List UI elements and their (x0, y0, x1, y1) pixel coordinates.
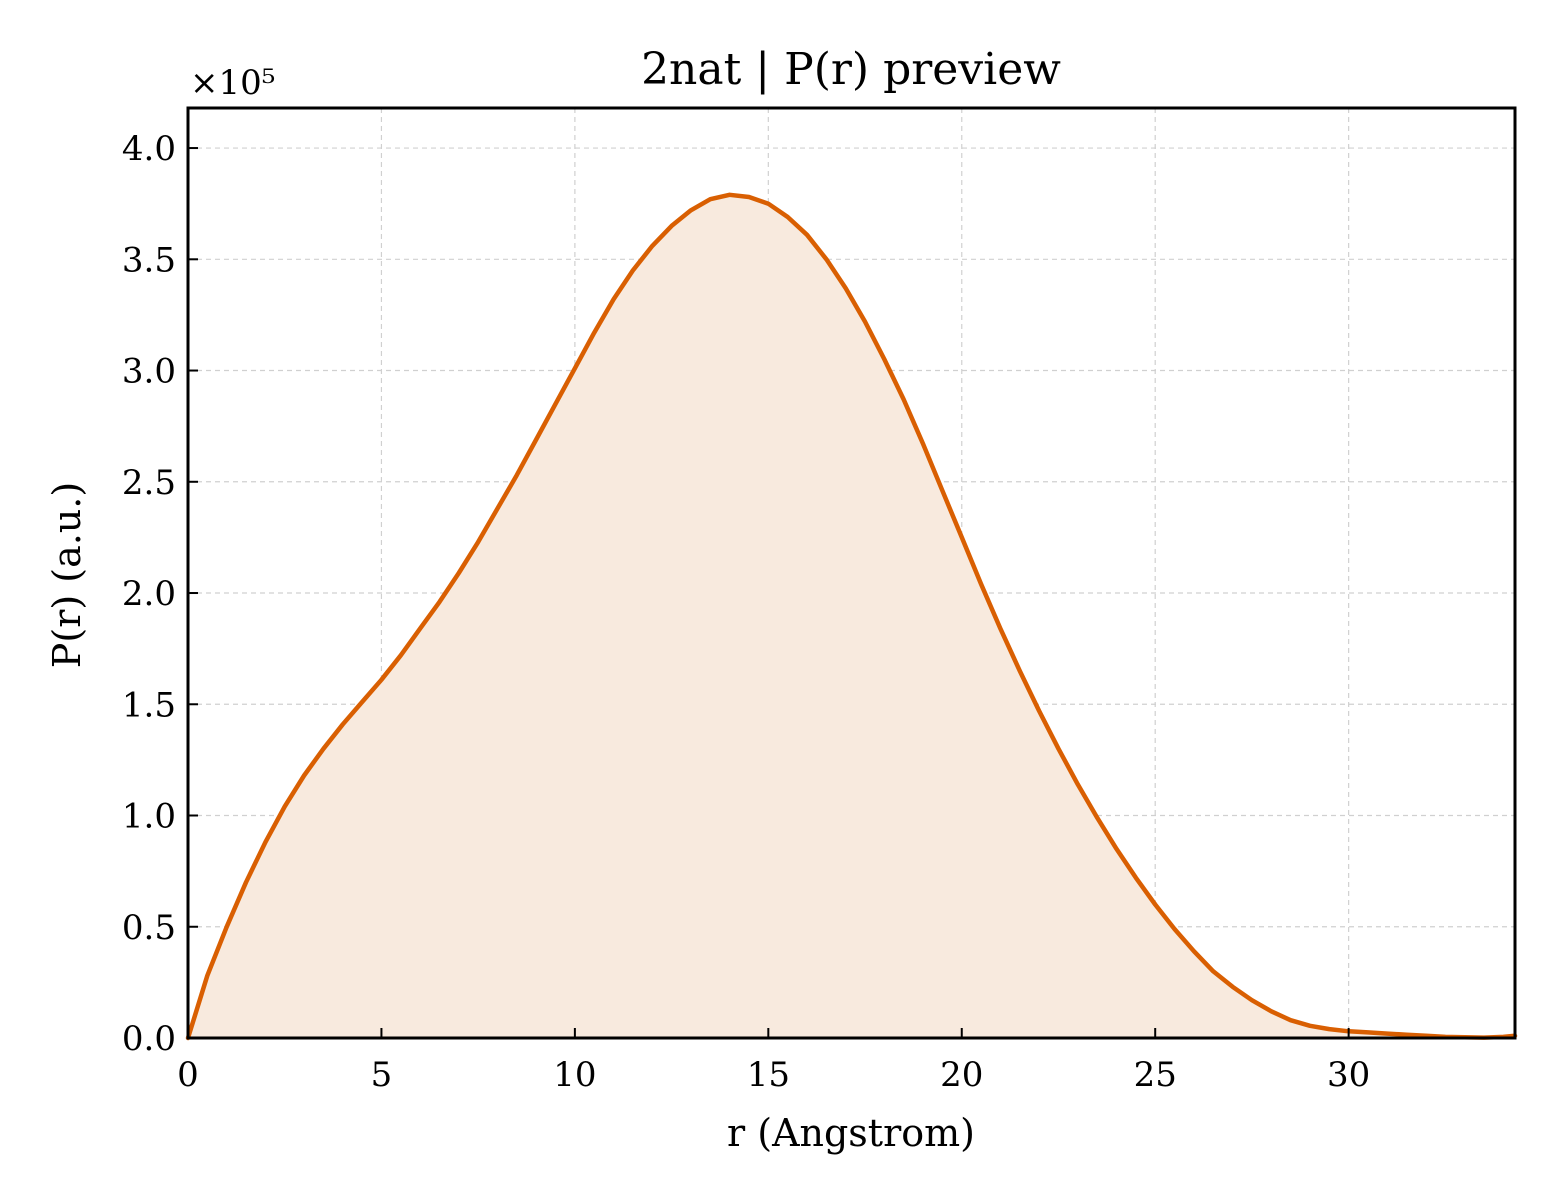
chart-title: 2nat | P(r) preview (641, 44, 1061, 95)
x-axis-label: r (Angstrom) (727, 1111, 975, 1155)
series-area-fill (188, 194, 1515, 1039)
y-tick-label: 3.5 (122, 240, 176, 280)
y-tick-label: 4.0 (122, 129, 176, 169)
y-axis-label: P(r) (a.u.) (45, 482, 89, 668)
x-tick-label: 5 (371, 1055, 393, 1095)
x-tick-label: 10 (553, 1055, 596, 1095)
y-tick-label: 2.5 (122, 463, 176, 503)
x-axis-ticks: 0 5 10 15 20 25 30 (177, 1028, 1370, 1095)
x-tick-label: 20 (940, 1055, 983, 1095)
series-line (185, 192, 1518, 1041)
y-tick-label: 0.5 (122, 908, 176, 948)
plot-frame (186, 106, 1517, 1040)
x-tick-label: 0 (177, 1055, 199, 1095)
y-axis-ticks: 0.0 0.5 1.0 1.5 2.0 2.5 3.0 3.5 4.0 (122, 129, 198, 1059)
x-tick-label: 15 (747, 1055, 790, 1095)
y-tick-label: 1.5 (122, 685, 176, 725)
x-tick-label: 30 (1327, 1055, 1370, 1095)
x-tick-label: 25 (1134, 1055, 1177, 1095)
y-tick-label: 3.0 (122, 352, 176, 392)
y-axis-multiplier: ×10⁵ (190, 63, 275, 103)
y-tick-label: 1.0 (122, 797, 176, 837)
y-tick-label: 0.0 (122, 1019, 176, 1059)
y-tick-label: 2.0 (122, 574, 176, 614)
